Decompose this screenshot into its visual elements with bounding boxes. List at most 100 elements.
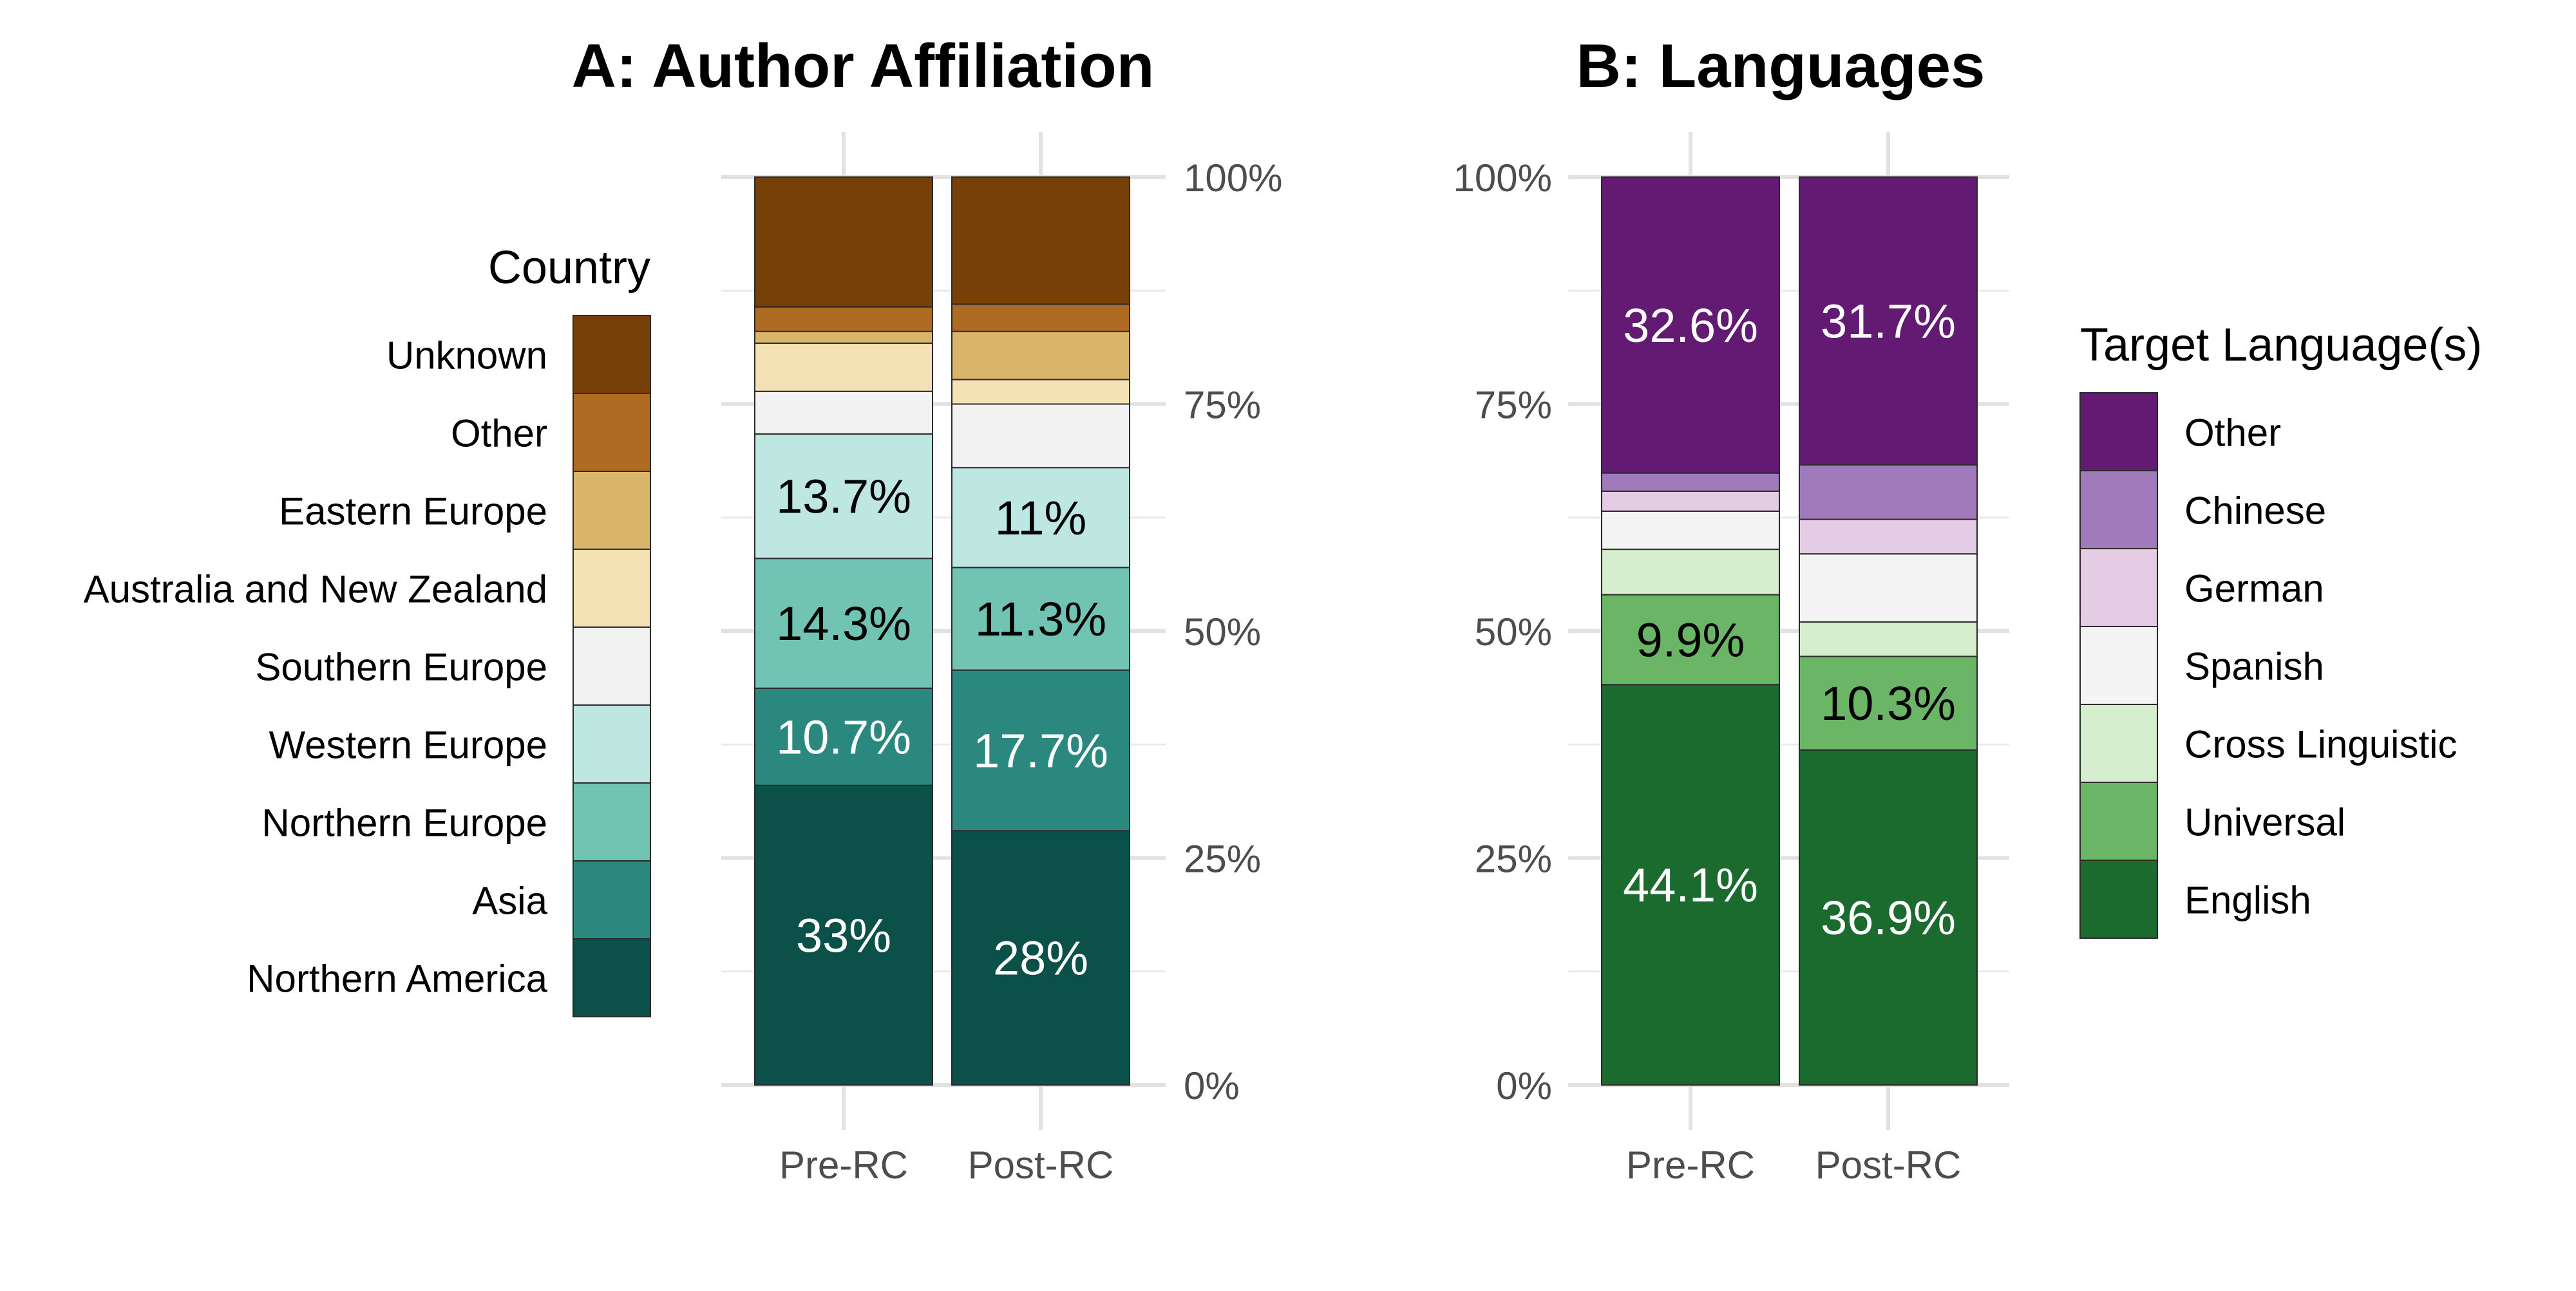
panel-author-affiliation: A: Author Affiliation 33% 10.7% 14.3% 13.7%… <box>84 32 1283 1187</box>
bar-segment <box>951 379 1130 405</box>
data-label: 9.9% <box>1636 613 1745 666</box>
y-tick-label: 0% <box>1496 1064 1552 1107</box>
legend-key <box>2079 470 2158 549</box>
legend-key <box>2079 782 2158 861</box>
legend-key <box>2079 392 2158 471</box>
bar-segment <box>1601 490 1780 512</box>
bar-segment <box>951 330 1130 381</box>
bar-segment <box>951 669 1130 832</box>
data-label: 36.9% <box>1821 891 1956 945</box>
legend-label: Western Europe <box>269 724 547 767</box>
bar-segment <box>754 176 933 308</box>
bar-stacks: 33% 10.7% 14.3% 13.7% 28% 17.7% 11.3% 11% <box>754 176 1130 1086</box>
bar-segment <box>951 176 1130 305</box>
legend-key <box>2079 626 2158 705</box>
bar-segment <box>754 558 933 689</box>
legend-key <box>573 782 651 862</box>
legend-title: Target Language(s) <box>2080 319 2482 371</box>
bar-segment <box>754 330 933 344</box>
y-tick-label: 25% <box>1184 838 1261 881</box>
data-label: 31.7% <box>1821 294 1956 348</box>
legend-label: Northern America <box>247 957 547 1001</box>
legend-label: Spanish <box>2184 645 2324 688</box>
legend-label: Asia <box>472 880 547 923</box>
y-tick-label: 50% <box>1475 610 1552 654</box>
bar-segment <box>1799 553 1978 623</box>
panel-languages: B: Languages 44.1% 9.9% 32.6% 36.9% 10.3% 31.… <box>1454 32 2483 1187</box>
chart-title: B: Languages <box>1577 32 1985 100</box>
bar-segment <box>754 343 933 392</box>
legend-label: Southern Europe <box>255 646 547 689</box>
bar-segment <box>951 467 1130 569</box>
bar-segment <box>754 687 933 786</box>
legend-label: German <box>2184 567 2324 610</box>
x-tick-label: Pre-RC <box>1626 1144 1755 1187</box>
bar-segment <box>1799 621 1978 657</box>
bar-segment <box>754 784 933 1086</box>
data-label: 14.3% <box>776 597 911 650</box>
legend-key <box>573 549 651 628</box>
bar-segment <box>1799 518 1978 555</box>
data-label: 10.3% <box>1821 677 1956 730</box>
legend-key <box>2079 704 2158 783</box>
data-label: 11% <box>995 491 1087 545</box>
bar-stacks: 44.1% 9.9% 32.6% 36.9% 10.3% 31.7% <box>1601 176 1978 1086</box>
x-tick-label: Post-RC <box>968 1144 1114 1187</box>
legend-label: English <box>2184 879 2311 922</box>
legend-key <box>573 860 651 939</box>
data-label: 13.7% <box>776 470 911 523</box>
legend-label: Chinese <box>2184 489 2326 532</box>
bar-segment <box>1601 176 1780 474</box>
bar-segment <box>1601 684 1780 1086</box>
bar-segment <box>1799 655 1978 751</box>
x-axis: Pre-RC Post-RC <box>1626 1144 1961 1187</box>
legend-label: Unknown <box>386 334 547 377</box>
legend-key <box>573 471 651 550</box>
chart-title: A: Author Affiliation <box>572 32 1155 100</box>
y-tick-label: 100% <box>1184 156 1282 200</box>
legend-title: Country <box>488 242 650 294</box>
legend-key <box>573 393 651 472</box>
bar-segment <box>951 303 1130 332</box>
legend-key <box>573 627 651 706</box>
data-label: 33% <box>796 909 891 962</box>
legend: Target Language(s) Other Chinese German Spa… <box>2079 319 2482 939</box>
bar-segment <box>1799 749 1978 1086</box>
legend-label: Eastern Europe <box>279 490 547 533</box>
legend-label: Northern Europe <box>261 802 547 845</box>
data-label: 44.1% <box>1623 858 1758 912</box>
y-tick-label: 75% <box>1184 384 1261 427</box>
x-axis: Pre-RC Post-RC <box>779 1144 1113 1187</box>
y-tick-label: 25% <box>1475 838 1552 881</box>
legend-key <box>573 315 651 394</box>
bar-segment <box>1601 594 1780 686</box>
bar-segment <box>1601 549 1780 596</box>
y-tick-label: 75% <box>1475 384 1552 427</box>
legend-key <box>573 704 651 784</box>
y-axis: 0% 25% 50% 75% 100% <box>1454 156 1552 1107</box>
legend-key <box>2079 860 2158 939</box>
legend-label: Cross Linguistic <box>2184 723 2458 766</box>
bar-segment <box>951 830 1130 1086</box>
bar-segment <box>754 306 933 332</box>
legend-label: Universal <box>2184 801 2345 844</box>
legend-key <box>573 938 651 1017</box>
legend-key <box>2079 548 2158 627</box>
data-label: 11.3% <box>975 592 1106 646</box>
bar-segment <box>1799 464 1978 520</box>
bar-segment <box>754 433 933 560</box>
bar-segment <box>951 403 1130 469</box>
y-axis: 0% 25% 50% 75% 100% <box>1184 156 1282 1107</box>
data-label: 32.6% <box>1623 299 1758 352</box>
legend-label: Other <box>451 412 547 455</box>
bar-segment <box>754 390 933 435</box>
y-tick-label: 50% <box>1184 610 1261 654</box>
bar-segment <box>951 567 1130 671</box>
bar-segment <box>1799 176 1978 466</box>
legend-label: Other <box>2184 411 2281 455</box>
x-tick-label: Post-RC <box>1815 1144 1962 1187</box>
data-label: 10.7% <box>776 710 911 764</box>
bar-segment <box>1601 510 1780 551</box>
